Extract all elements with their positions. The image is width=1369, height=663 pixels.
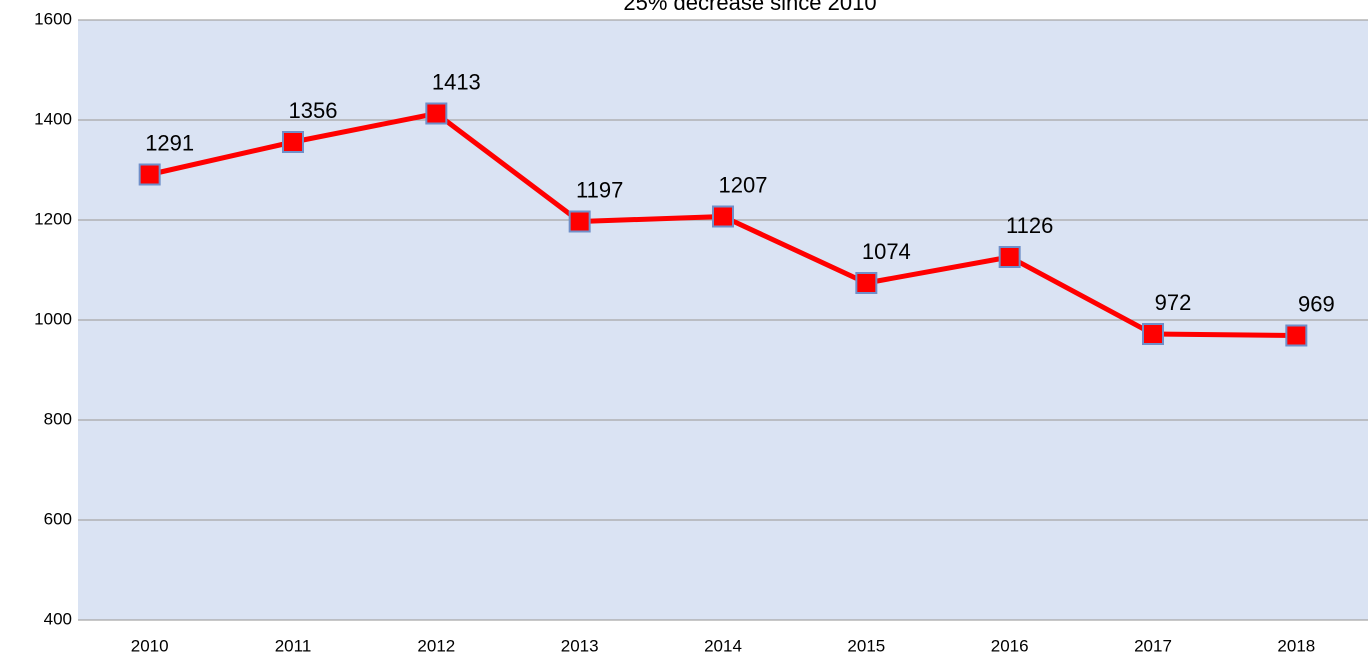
marker	[568, 210, 591, 233]
marker	[138, 163, 161, 186]
y-tick-label: 600	[44, 509, 72, 528]
marker	[855, 272, 878, 294]
data-label: 1207	[719, 172, 768, 197]
y-tick-label: 1400	[34, 109, 72, 128]
data-label: 972	[1155, 290, 1192, 315]
x-tick-label: 2018	[1277, 636, 1315, 655]
data-label: 1197	[576, 177, 623, 202]
y-tick-label: 400	[44, 609, 72, 628]
data-label: 1126	[1006, 213, 1053, 238]
y-tick-label: 800	[44, 409, 72, 428]
marker	[1142, 323, 1164, 345]
data-label: 1356	[289, 98, 338, 123]
data-label: 969	[1298, 291, 1335, 316]
y-tick-label: 1200	[34, 209, 72, 228]
y-tick-label: 1000	[34, 309, 72, 328]
y-tick-label: 1600	[34, 9, 72, 28]
x-tick-label: 2014	[704, 636, 742, 655]
data-label: 1291	[145, 130, 194, 155]
x-tick-label: 2017	[1134, 636, 1172, 655]
x-tick-label: 2011	[275, 636, 312, 655]
marker	[425, 102, 448, 125]
marker	[282, 131, 304, 153]
data-label: 1074	[862, 239, 911, 264]
x-tick-label: 2013	[561, 636, 599, 655]
data-label: 1413	[432, 69, 481, 94]
marker	[1285, 324, 1308, 347]
x-tick-label: 2015	[847, 636, 885, 655]
x-tick-label: 2016	[991, 636, 1029, 655]
x-tick-label: 2012	[417, 636, 455, 655]
x-tick-label: 2010	[131, 636, 169, 655]
chart-title: 25% decrease since 2010	[623, 0, 876, 15]
marker	[712, 205, 734, 228]
marker	[998, 246, 1021, 268]
